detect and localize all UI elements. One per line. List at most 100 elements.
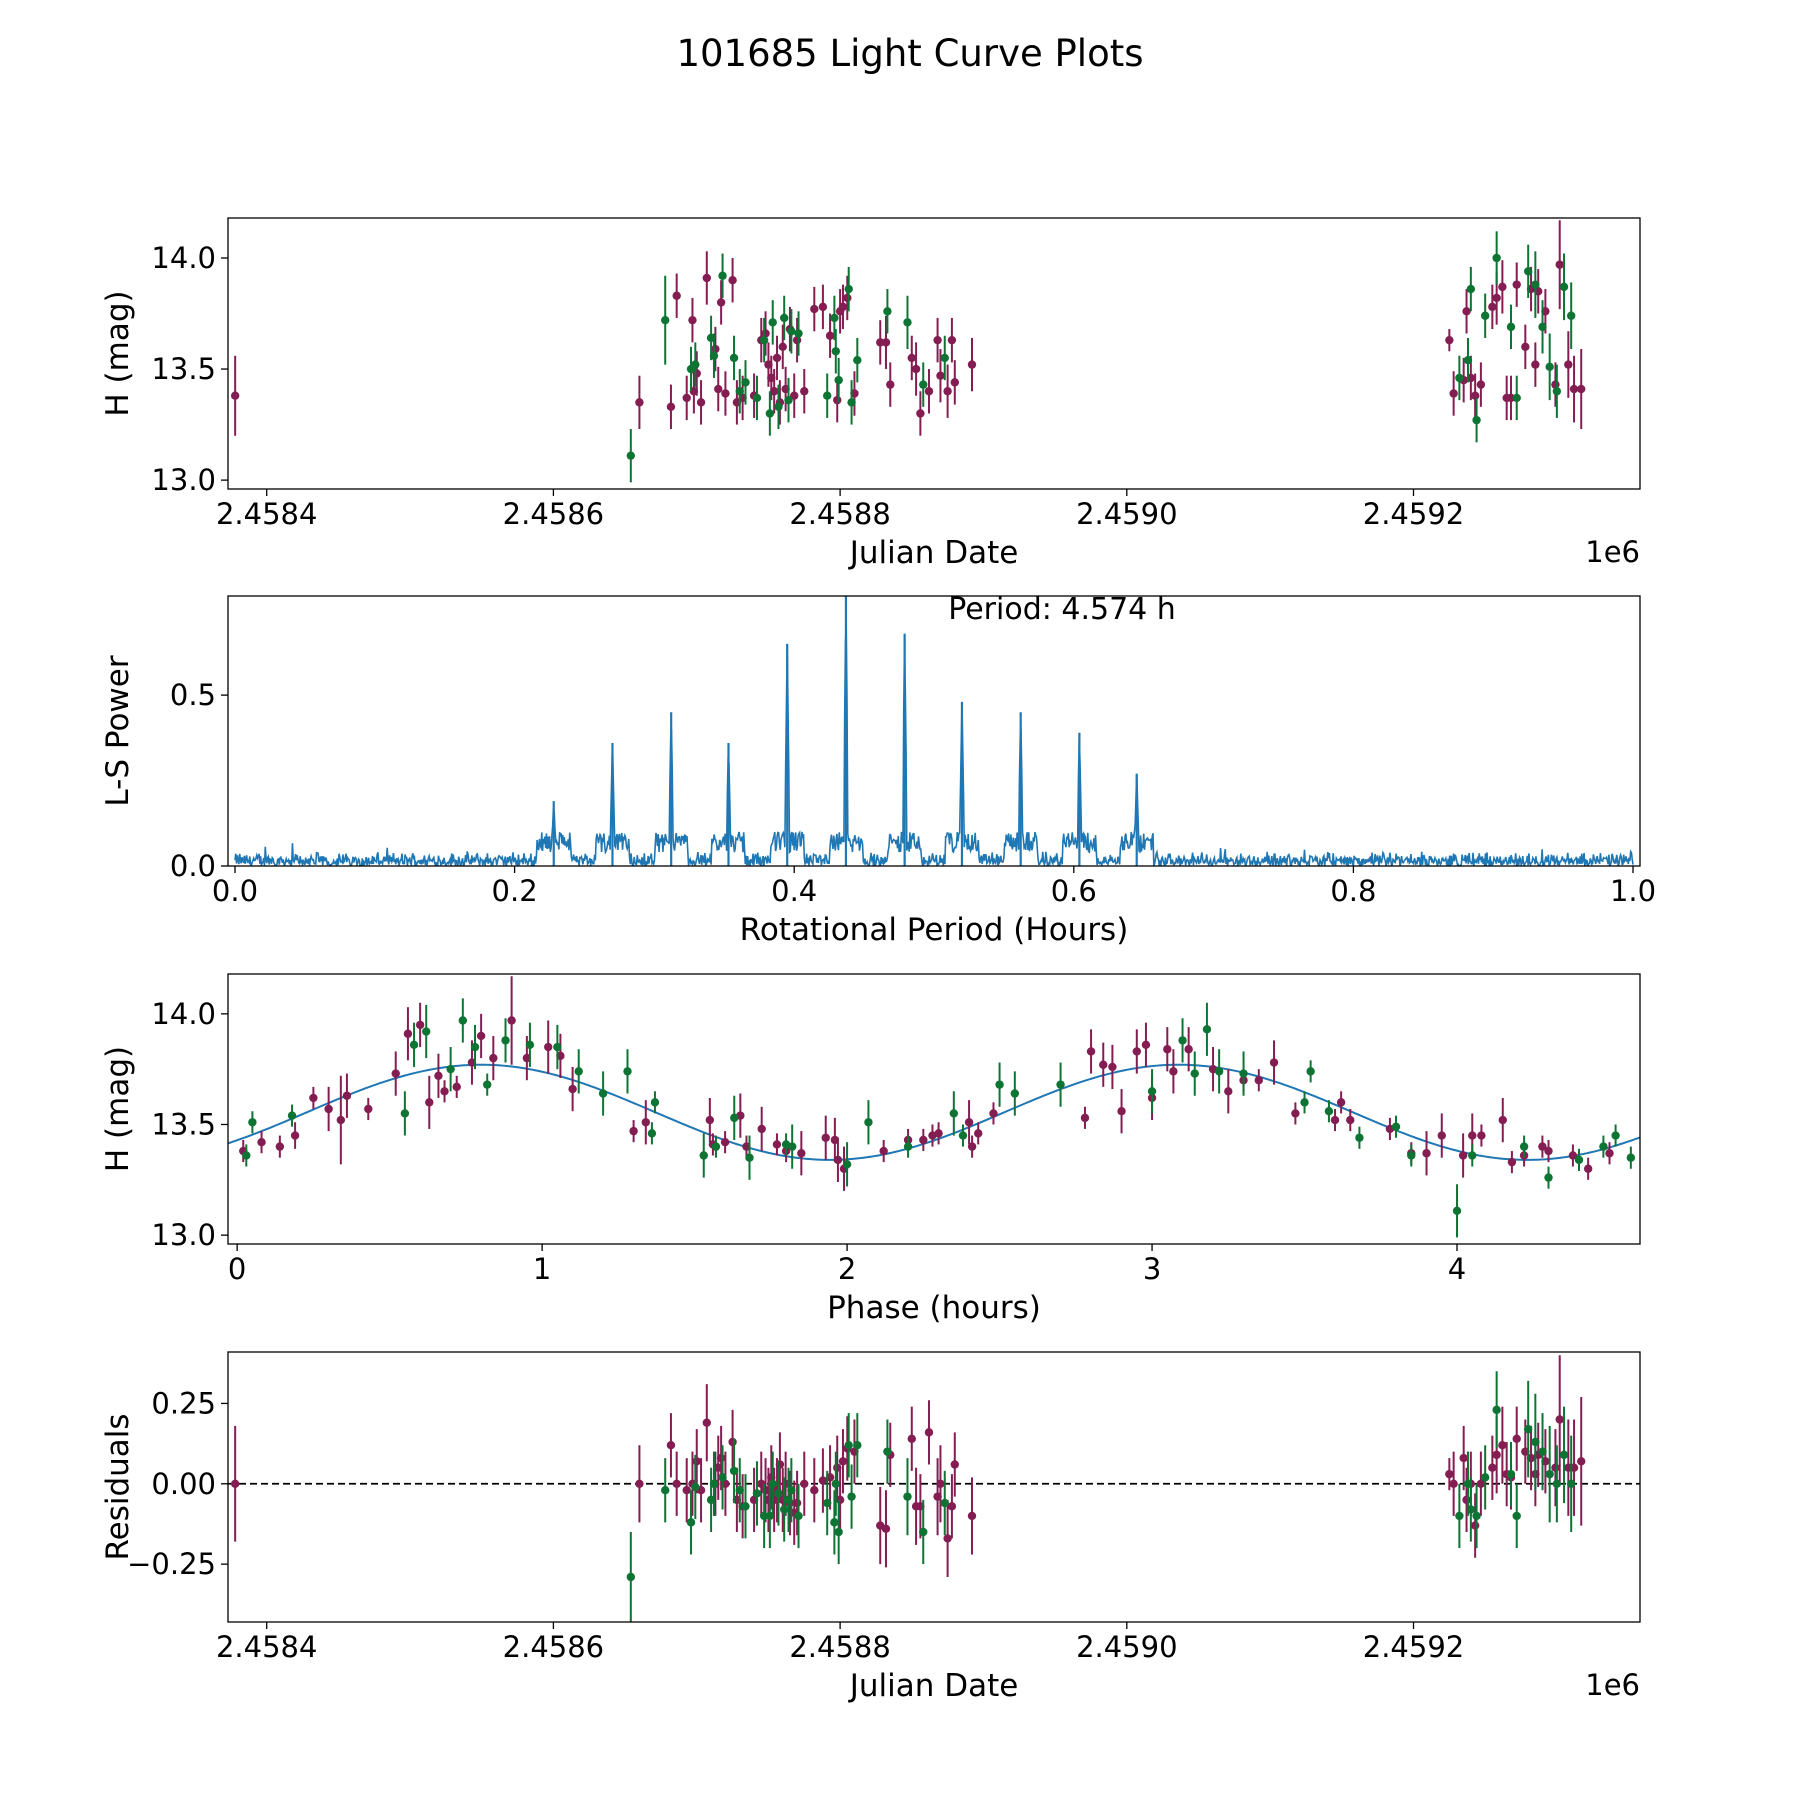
point-c1-12 — [716, 298, 726, 307]
point-c1-32 — [772, 1140, 782, 1149]
figure-title: 101685 Light Curve Plots — [676, 32, 1143, 75]
point-c2-6 — [718, 1473, 727, 1482]
point-c1-64 — [1512, 280, 1521, 289]
xtick-label: 1.0 — [1610, 874, 1656, 908]
point-c1-11 — [716, 1453, 726, 1463]
point-c1-48 — [943, 387, 952, 396]
point-c1-69 — [1551, 1463, 1560, 1472]
point-c1-64 — [1291, 1109, 1300, 1118]
point-c1-53 — [1459, 1453, 1468, 1463]
point-c1-60 — [1498, 1441, 1507, 1450]
point-c2-11 — [759, 335, 769, 345]
point-c2-11 — [525, 1040, 535, 1050]
point-c2-15 — [623, 1067, 632, 1076]
point-c1-6 — [336, 1115, 346, 1125]
point-c1-72 — [1564, 360, 1573, 369]
point-c2-15 — [779, 313, 789, 323]
point-c1-44 — [924, 1428, 934, 1437]
point-c2-8 — [735, 1486, 744, 1495]
point-c1-5 — [688, 315, 697, 325]
point-c1-44 — [916, 409, 925, 418]
point-c1-4 — [309, 1093, 318, 1103]
y-axis-label: Residuals — [100, 1413, 136, 1560]
point-c2-10 — [752, 1489, 762, 1498]
point-c2-33 — [1472, 1511, 1481, 1521]
point-c2-41 — [1355, 1133, 1364, 1142]
point-c1-48 — [947, 1502, 957, 1511]
axes-frame-ls — [227, 595, 1641, 867]
point-c2-9 — [741, 378, 750, 387]
point-c1-41 — [919, 1135, 928, 1145]
point-c2-7 — [458, 1016, 468, 1025]
point-c2-8 — [735, 387, 744, 396]
point-c1-67 — [1346, 1115, 1355, 1125]
point-c1-70 — [1555, 1415, 1564, 1424]
point-c1-1 — [635, 398, 644, 407]
point-c1-44 — [964, 1118, 974, 1127]
point-c1-2 — [275, 1142, 285, 1151]
point-c1-57 — [1470, 391, 1480, 400]
point-c1-47 — [936, 371, 945, 380]
point-c2-29 — [940, 353, 949, 363]
fit-curve — [228, 1063, 1640, 1161]
point-c2-27 — [903, 1492, 912, 1501]
point-c1-41 — [907, 1434, 916, 1443]
point-c1-19 — [507, 1016, 516, 1025]
point-c1-73 — [1569, 384, 1579, 394]
x-axis-label: Phase (hours) — [827, 1290, 1041, 1326]
point-c2-20 — [730, 1113, 739, 1123]
point-c2-49 — [1599, 1142, 1608, 1151]
point-c1-13 — [728, 1437, 737, 1447]
point-c2-25 — [853, 355, 862, 365]
point-c1-33 — [825, 331, 835, 340]
point-c2-5 — [422, 1027, 431, 1036]
point-c1-14 — [728, 275, 737, 285]
point-c1-3 — [672, 291, 681, 300]
point-c1-63 — [1512, 1434, 1521, 1443]
point-c2-30 — [1455, 373, 1464, 383]
point-c2-1 — [248, 1118, 257, 1127]
point-c2-23 — [787, 1142, 797, 1151]
point-c2-22 — [834, 375, 843, 385]
point-c2-3 — [691, 1482, 700, 1492]
point-c2-37 — [1239, 1069, 1248, 1078]
point-c1-59 — [1488, 302, 1497, 312]
point-c1-80 — [1568, 1151, 1578, 1160]
point-c1-31 — [757, 1124, 766, 1134]
point-c2-30 — [1010, 1089, 1020, 1098]
y-axis-label: H (mag) — [100, 1046, 136, 1172]
point-c1-45 — [967, 1142, 977, 1151]
point-c2-14 — [598, 1089, 608, 1098]
point-c2-18 — [699, 1151, 708, 1160]
point-c1-11 — [714, 384, 723, 394]
point-c2-40 — [1538, 1447, 1547, 1456]
point-c1-34 — [797, 1149, 806, 1158]
point-c1-10 — [403, 1029, 413, 1038]
axis-offset-label: 1e6 — [1585, 1668, 1640, 1702]
point-c1-46 — [936, 1479, 945, 1488]
point-c1-79 — [1544, 1146, 1553, 1156]
point-c2-18 — [794, 1511, 803, 1521]
point-c1-73 — [1577, 1457, 1586, 1466]
point-c1-4 — [682, 393, 691, 403]
point-c2-40 — [1538, 322, 1547, 332]
point-c1-54 — [1462, 1495, 1471, 1505]
point-c1-51 — [967, 360, 977, 369]
axes-frame-lc — [227, 217, 1641, 490]
point-c2-20 — [830, 1518, 839, 1527]
point-c1-23 — [775, 1460, 785, 1469]
point-c1-48 — [1080, 1113, 1090, 1123]
point-c2-40 — [1324, 1107, 1334, 1116]
point-c2-34 — [1190, 1069, 1199, 1078]
point-c1-62 — [1254, 1076, 1263, 1085]
point-c2-5 — [709, 351, 719, 360]
point-c2-17 — [650, 1098, 660, 1107]
point-c1-8 — [364, 1104, 373, 1114]
point-c2-27 — [949, 1109, 959, 1118]
point-c1-59 — [1492, 1450, 1501, 1460]
point-c2-29 — [995, 1080, 1004, 1089]
point-c2-25 — [864, 1118, 873, 1127]
point-c1-56 — [1163, 1045, 1172, 1054]
point-c2-37 — [1512, 393, 1521, 403]
point-c2-51 — [1626, 1153, 1636, 1162]
